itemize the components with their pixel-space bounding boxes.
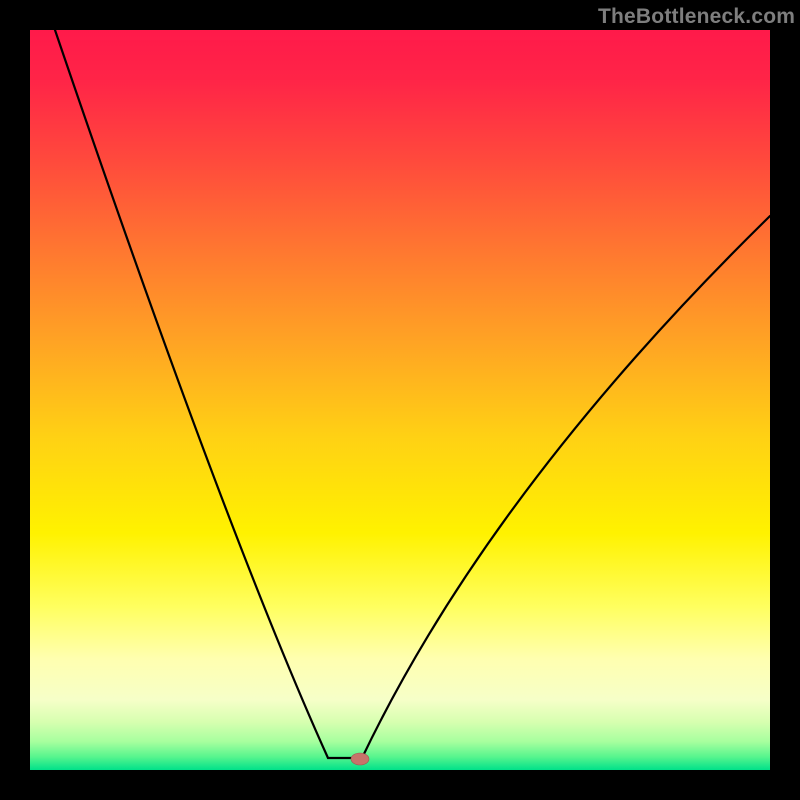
outer-black-frame (0, 0, 800, 800)
watermark-text: TheBottleneck.com (598, 5, 795, 29)
